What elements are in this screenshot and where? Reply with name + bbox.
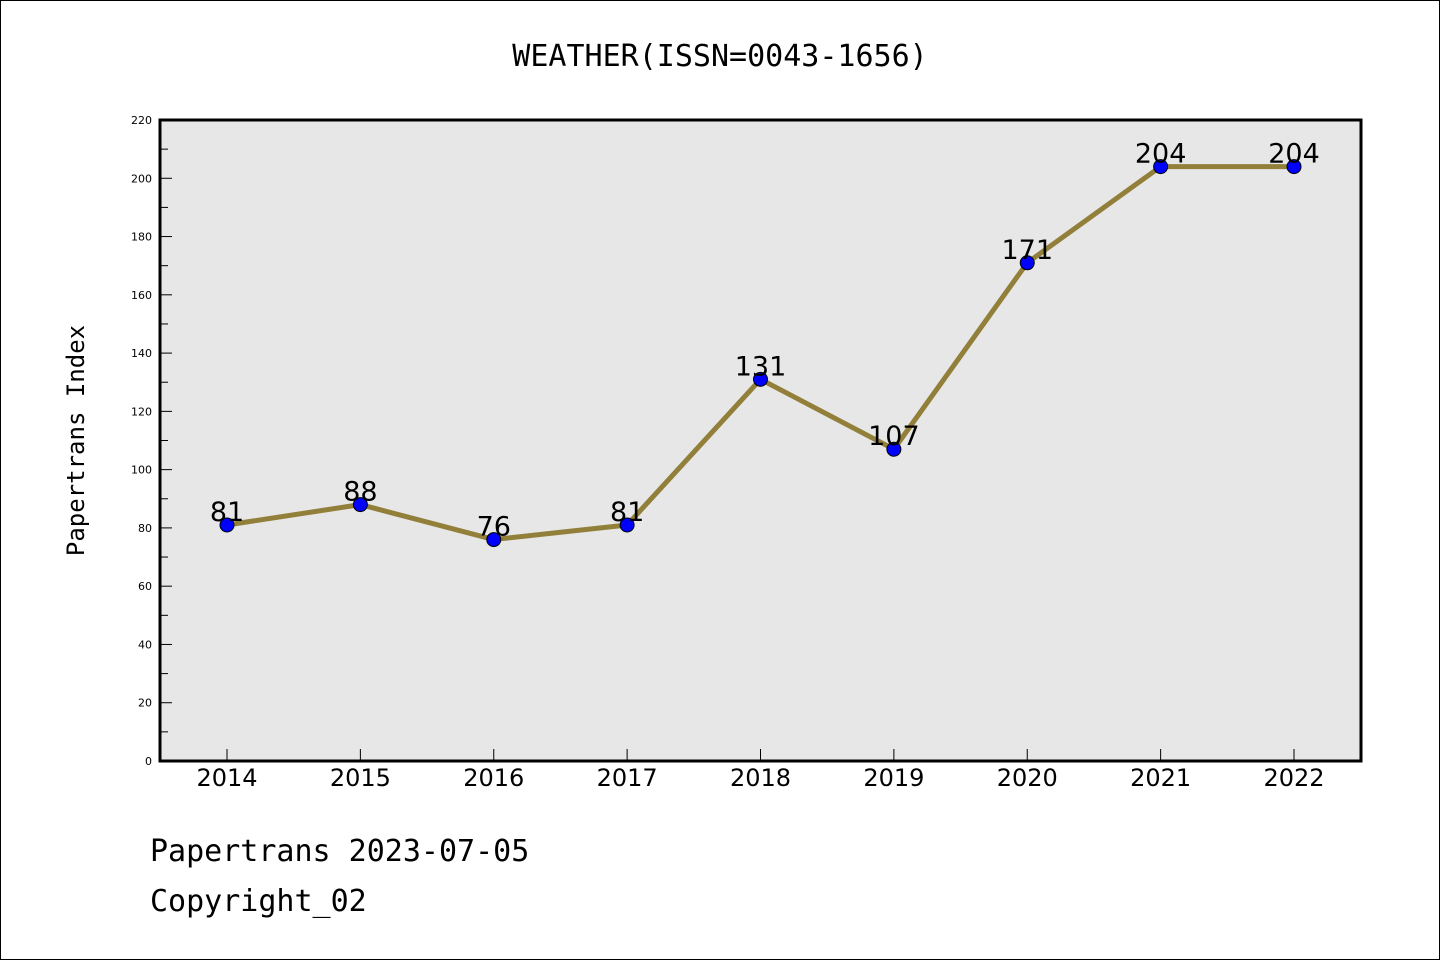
y-axis: 0 20 40 60 80 100 120 140 160 180 200 220 [131, 114, 172, 768]
footer-copyright-line: Copyright_02 [150, 884, 367, 919]
chart-title: WEATHER(ISSN=0043-1656) [512, 39, 927, 74]
y-axis-label: Papertrans Index [62, 325, 90, 556]
x-tick-label: 2022 [1263, 764, 1324, 792]
data-label: 204 [1268, 139, 1320, 170]
data-label: 131 [735, 351, 787, 382]
x-tick-label: 2020 [997, 764, 1058, 792]
y-tick-label: 100 [131, 464, 152, 477]
series-layer: 81 88 76 81 131 107 171 204 204 [210, 139, 1320, 548]
x-tick-label: 2018 [730, 764, 791, 792]
x-tick-label: 2017 [597, 764, 658, 792]
data-label: 81 [210, 497, 244, 528]
data-point [753, 371, 768, 387]
x-tick-label: 2021 [1130, 764, 1191, 792]
y-tick-label: 120 [131, 405, 152, 418]
data-point [1019, 255, 1035, 271]
data-point [219, 517, 235, 533]
y-tick-label: 140 [131, 347, 152, 360]
plot-area [158, 118, 1363, 763]
x-tick-label: 2016 [463, 764, 524, 792]
data-point [486, 532, 502, 548]
data-label: 171 [1001, 235, 1053, 266]
y-tick-label: 80 [138, 522, 152, 535]
data-label: 81 [610, 497, 644, 528]
data-point [1286, 159, 1302, 175]
y-tick-label: 180 [131, 231, 152, 244]
y-tick-label: 200 [131, 172, 152, 185]
data-label: 204 [1135, 139, 1187, 170]
x-tick-label: 2019 [863, 764, 924, 792]
data-point [352, 497, 368, 513]
y-tick-label: 160 [131, 289, 152, 302]
y-tick-label: 40 [138, 638, 152, 651]
data-point [619, 517, 635, 533]
y-tick-label: 20 [138, 697, 152, 710]
x-axis: 2014 2015 2016 2017 2018 2019 2020 2021 2022 [196, 749, 1325, 792]
data-label: 107 [868, 421, 920, 452]
footer-date-line: Papertrans 2023-07-05 [150, 834, 530, 869]
data-label: 88 [343, 477, 377, 508]
y-tick-label: 0 [145, 755, 152, 768]
y-tick-label: 60 [138, 580, 152, 593]
x-tick-label: 2015 [330, 764, 391, 792]
x-tick-label: 2014 [196, 764, 257, 792]
y-tick-label: 220 [131, 114, 152, 127]
data-point [886, 441, 902, 457]
data-point [1153, 159, 1169, 175]
data-label: 76 [477, 512, 511, 543]
